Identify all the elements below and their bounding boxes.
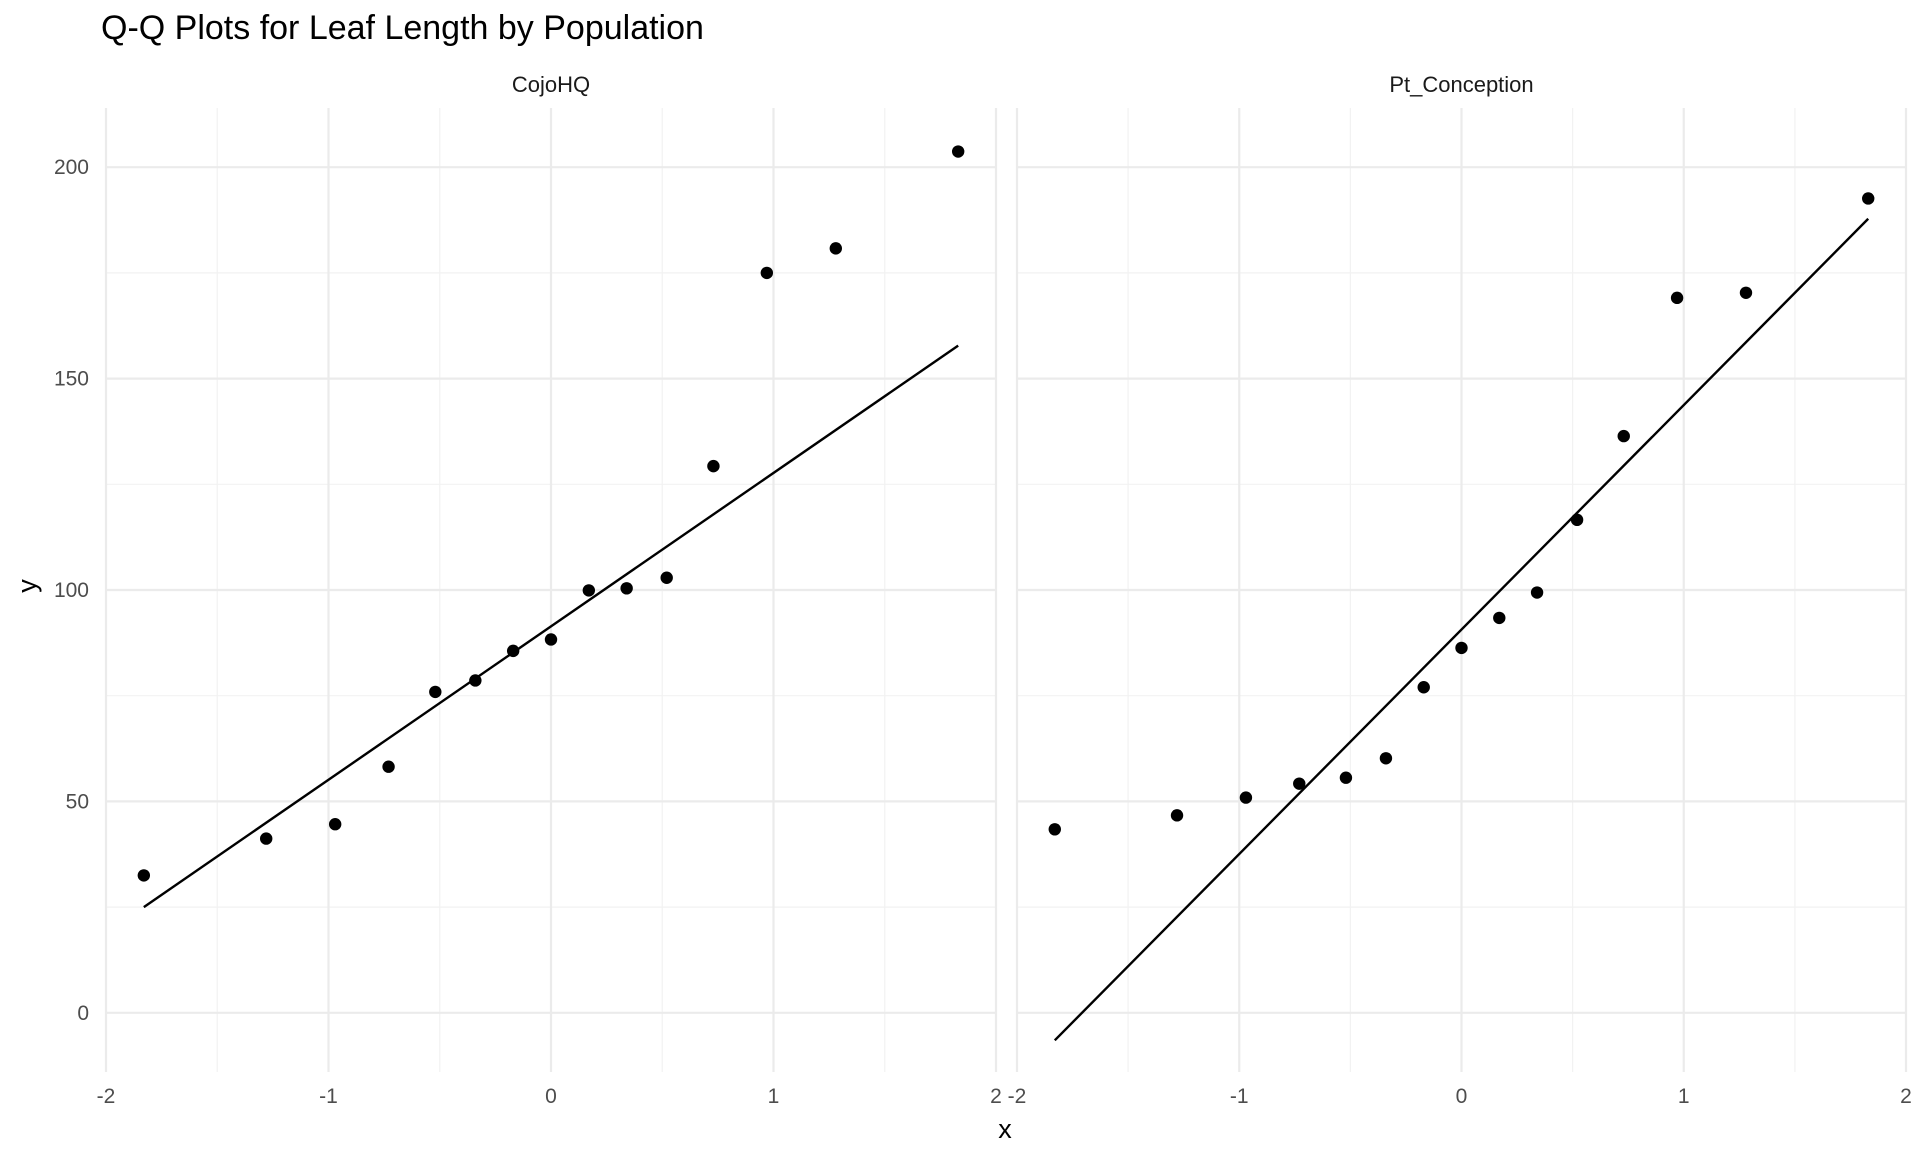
data-point (707, 459, 720, 473)
y-tick-label: 50 (66, 790, 89, 813)
qq-reference-line (143, 344, 959, 909)
data-point (1379, 752, 1393, 765)
x-tick-label: 2 (1900, 1085, 1912, 1108)
data-point (829, 242, 842, 255)
x-tick-label: 2 (990, 1085, 1002, 1108)
data-point (1293, 777, 1306, 790)
data-point (429, 685, 442, 699)
panel-cojohq: CojoHQ -2 -1 0 1 2 0 50 100 150 200 (54, 72, 1002, 1108)
data-point (469, 674, 482, 687)
data-point (1455, 641, 1468, 655)
data-point (544, 633, 558, 646)
x-tick-label: 0 (545, 1085, 557, 1108)
data-point (1417, 681, 1430, 694)
chart-title: Q-Q Plots for Leaf Length by Population (101, 9, 704, 47)
data-point (1617, 429, 1630, 443)
data-point (260, 832, 273, 845)
qq-reference-line (1053, 217, 1870, 1042)
data-point (620, 582, 633, 595)
data-point (328, 818, 342, 831)
x-tick-label: -1 (319, 1085, 338, 1108)
data-point (582, 584, 596, 597)
data-point (1739, 286, 1753, 299)
data-point (1570, 513, 1584, 527)
y-tick-label: 0 (77, 1002, 89, 1025)
x-tick-label: 0 (1456, 1085, 1468, 1108)
facet-strip-label: CojoHQ (512, 72, 590, 97)
x-tick-label: -2 (97, 1085, 116, 1108)
x-tick-label: -2 (1008, 1085, 1027, 1108)
data-point (760, 266, 774, 280)
x-tick-label: 1 (1678, 1085, 1690, 1108)
y-axis-title: y (12, 579, 42, 593)
y-tick-label: 100 (54, 579, 89, 602)
data-point (1239, 791, 1253, 804)
data-point (1339, 771, 1353, 784)
data-point (1493, 611, 1506, 625)
data-point (137, 869, 151, 882)
panel-pt-conception: Pt_Conception -2 -1 0 1 2 (1008, 72, 1912, 1108)
data-point (660, 571, 673, 584)
y-tick-label: 200 (54, 156, 89, 179)
data-point (1670, 291, 1684, 305)
x-tick-label: 1 (768, 1085, 780, 1108)
data-point (1862, 192, 1875, 205)
data-point (506, 644, 520, 658)
facet-strip-label: Pt_Conception (1389, 72, 1533, 97)
x-tick-label: -1 (1230, 1085, 1249, 1108)
x-axis-title: x (998, 1114, 1012, 1144)
data-point (951, 145, 965, 158)
data-point (1170, 809, 1184, 822)
data-point (1530, 586, 1544, 599)
data-point (1048, 823, 1061, 836)
facet-panels: CojoHQ -2 -1 0 1 2 0 50 100 150 200 Pt_Conception -2… (54, 72, 1912, 1108)
y-tick-label: 150 (54, 368, 89, 391)
data-point (382, 760, 395, 773)
